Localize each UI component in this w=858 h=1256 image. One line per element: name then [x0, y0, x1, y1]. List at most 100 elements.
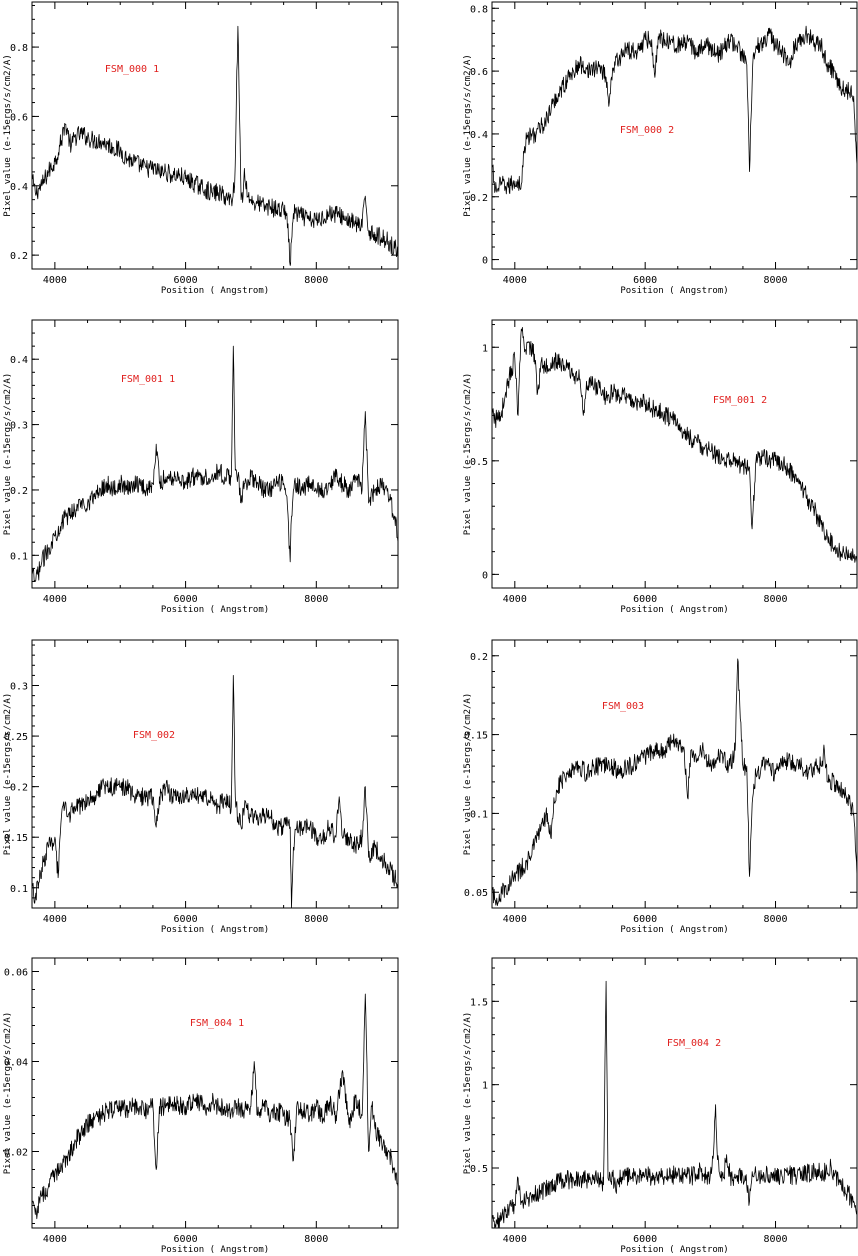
- x-axis-label: Position ( Angstrom): [620, 286, 728, 296]
- y-axis-label: Pixel value (e-15ergs/s/cm2/A): [3, 1012, 13, 1175]
- spectrum-line: [491, 25, 858, 195]
- y-tick-label: 0.4: [10, 355, 28, 366]
- y-tick-label: 0.2: [10, 486, 28, 497]
- x-tick-label: 6000: [633, 594, 657, 605]
- x-tick-label: 6000: [633, 275, 657, 286]
- y-tick-label: 0.5: [470, 1164, 488, 1175]
- panel-fsm-002: 4000 6000 8000 0.1 0.15 0.2 0.25 0.3 FSM_002 Posi…: [3, 639, 399, 935]
- spectrum-line: [31, 675, 399, 909]
- x-tick-label: 8000: [763, 594, 787, 605]
- spectrum-line: [31, 993, 399, 1220]
- x-tick-label: 8000: [304, 1234, 328, 1245]
- x-axis-label: Position ( Angstrom): [161, 925, 269, 935]
- x-tick-label: 6000: [174, 594, 198, 605]
- y-tick-label: 0: [482, 256, 488, 267]
- x-axis-label: Position ( Angstrom): [620, 605, 728, 615]
- y-tick-label: 0.6: [10, 112, 28, 123]
- x-tick-label: 4000: [43, 275, 67, 286]
- x-axis-label: Position ( Angstrom): [161, 286, 269, 296]
- panel-fsm-004-2: 4000 6000 8000 0.5 1 1.5 FSM_004 2 Position ( A…: [463, 957, 858, 1255]
- y-tick-label: 0.2: [10, 783, 28, 794]
- y-tick-label: 1: [482, 343, 488, 354]
- panel-fsm-000-2: 4000 6000 8000 0 0.2 0.4 0.6 0.8 FSM_000 2 Positi…: [463, 1, 858, 296]
- y-tick-label: 0.02: [4, 1148, 28, 1159]
- x-tick-label: 4000: [503, 275, 527, 286]
- x-tick-label: 4000: [43, 594, 67, 605]
- x-axis-label: Position ( Angstrom): [161, 605, 269, 615]
- spectrum-line: [32, 25, 399, 266]
- y-tick-label: 0.1: [10, 884, 28, 895]
- spectrum-line: [31, 345, 399, 582]
- y-axis-label: Pixel value (e-15ergs/s/cm2/A): [3, 54, 13, 217]
- y-tick-label: 0.2: [470, 652, 488, 663]
- x-axis-label: Position ( Angstrom): [620, 1245, 728, 1255]
- x-tick-label: 4000: [503, 1234, 527, 1245]
- spectrum-line: [491, 327, 858, 564]
- y-tick-label: 0.05: [464, 888, 488, 899]
- y-tick-label: 0.15: [464, 731, 488, 742]
- y-axis-label: Pixel value (e-15ergs/s/cm2/A): [3, 373, 13, 536]
- panel-title: FSM_004 1: [190, 1018, 244, 1029]
- y-tick-label: 0.1: [10, 551, 28, 562]
- x-tick-label: 4000: [503, 914, 527, 925]
- y-axis-label: Pixel value (e-15ergs/s/cm2/A): [463, 54, 473, 217]
- x-tick-label: 4000: [43, 1234, 67, 1245]
- y-tick-label: 0: [482, 570, 488, 581]
- panel-title: FSM_003: [602, 701, 644, 712]
- y-tick-label: 0.04: [4, 1058, 28, 1069]
- panel-title: FSM_001 1: [121, 374, 175, 385]
- panel-fsm-003: 4000 6000 8000 0.05 0.1 0.15 0.2 FSM_003 Positio…: [463, 639, 858, 935]
- spectrum-line: [491, 980, 858, 1229]
- y-tick-label: 0.8: [470, 4, 488, 15]
- x-axis-label: Position ( Angstrom): [620, 925, 728, 935]
- plot-frame: [491, 319, 858, 589]
- panel-title: FSM_000 2: [620, 125, 674, 136]
- x-tick-label: 4000: [43, 914, 67, 925]
- plot-frame: [31, 1, 399, 270]
- y-tick-label: 0.5: [470, 457, 488, 468]
- plot-frame: [31, 319, 399, 589]
- panel-title: FSM_002: [133, 730, 175, 741]
- y-tick-label: 1: [482, 1081, 488, 1092]
- panel-fsm-000-1: 4000 6000 8000 0.2 0.4 0.6 0.8 FSM_000 1 Positio…: [3, 1, 399, 296]
- panel-title: FSM_000 1: [105, 64, 159, 75]
- y-tick-label: 0.1: [470, 809, 488, 820]
- y-tick-label: 0.2: [470, 193, 488, 204]
- y-tick-label: 0.3: [10, 682, 28, 693]
- y-axis-label: Pixel value (e-15ergs/s/cm2/A): [463, 693, 473, 856]
- x-tick-label: 8000: [763, 914, 787, 925]
- y-axis-label: Pixel value (e-15ergs/s/cm2/A): [463, 373, 473, 536]
- x-tick-label: 6000: [174, 275, 198, 286]
- plot-frame: [31, 639, 399, 909]
- y-tick-label: 1.5: [470, 997, 488, 1008]
- plot-frame: [31, 957, 399, 1229]
- spectrum-line: [491, 658, 858, 906]
- y-tick-label: 0.6: [470, 67, 488, 78]
- plot-frame: [491, 639, 858, 909]
- x-axis-label: Position ( Angstrom): [161, 1245, 269, 1255]
- y-tick-label: 0.8: [10, 43, 28, 54]
- panel-title: FSM_001 2: [713, 395, 767, 406]
- plot-frame: [491, 957, 858, 1229]
- y-tick-label: 0.15: [4, 833, 28, 844]
- y-tick-label: 0.4: [470, 130, 488, 141]
- x-tick-label: 8000: [304, 914, 328, 925]
- x-tick-label: 4000: [503, 594, 527, 605]
- y-tick-label: 0.25: [4, 732, 28, 743]
- panel-fsm-001-1: 4000 6000 8000 0.1 0.2 0.3 0.4 FSM_001 1 Positio…: [3, 319, 399, 615]
- y-axis-label: Pixel value (e-15ergs/s/cm2/A): [463, 1012, 473, 1175]
- y-axis-label: Pixel value (e-15ergs/s/cm2/A): [3, 693, 13, 856]
- plot-frame: [491, 1, 858, 270]
- y-tick-label: 0.2: [10, 251, 28, 262]
- x-tick-label: 6000: [174, 1234, 198, 1245]
- x-tick-label: 6000: [633, 1234, 657, 1245]
- panel-fsm-001-2: 4000 6000 8000 0 0.5 1 FSM_001 2 Position ( Ang…: [463, 319, 858, 615]
- panel-title: FSM_004 2: [667, 1038, 721, 1049]
- x-tick-label: 6000: [174, 914, 198, 925]
- x-tick-label: 6000: [633, 914, 657, 925]
- panel-fsm-004-1: 4000 6000 8000 0.02 0.04 0.06 FSM_004 1 Positio…: [3, 957, 399, 1255]
- x-tick-label: 8000: [763, 275, 787, 286]
- x-tick-label: 8000: [304, 594, 328, 605]
- y-tick-label: 0.4: [10, 182, 28, 193]
